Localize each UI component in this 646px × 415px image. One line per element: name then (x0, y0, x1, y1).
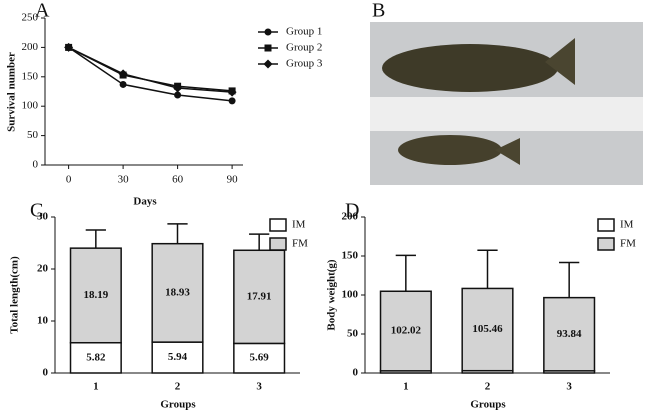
y-tick-label: 0 (33, 159, 39, 171)
y-tick-label: 20 (37, 263, 49, 275)
legend-label: IM (292, 219, 306, 231)
x-tick-label: 0 (66, 174, 72, 186)
data-label: 102.02 (391, 325, 422, 337)
data-label: 5.82 (86, 351, 106, 363)
fish (398, 135, 502, 165)
fish-tail (545, 38, 575, 85)
data-label: 18.93 (165, 286, 190, 298)
y-tick-label: 0 (353, 367, 359, 379)
marker (118, 69, 128, 79)
x-tick-label: 1 (93, 381, 99, 393)
y-tick-label: 0 (43, 367, 49, 379)
bar-segment (69, 247, 122, 344)
y-tick-label: 150 (22, 70, 39, 82)
x-tick-label: 2 (485, 381, 491, 393)
legend-label: Group 1 (286, 26, 322, 38)
data-label: 5.94 (168, 351, 188, 363)
x-tick-label: 90 (227, 174, 239, 186)
legend-label: FM (292, 238, 308, 250)
panel-label: D (345, 200, 359, 222)
y-tick-label: 200 (22, 41, 39, 53)
y-tick-label: 250 (22, 12, 39, 24)
bar-segment (233, 249, 286, 345)
marker (173, 83, 183, 93)
x-axis-label: Groups (470, 399, 506, 411)
panel-label: B (372, 0, 385, 22)
legend-label: FM (620, 238, 636, 250)
x-tick-label: 30 (118, 174, 130, 186)
data-label: 5.69 (250, 352, 270, 364)
photo (370, 22, 643, 185)
line (68, 46, 233, 102)
bar-segment (151, 242, 204, 343)
y-tick-label: 100 (22, 100, 39, 112)
x-tick-label: 3 (256, 381, 262, 393)
ruler (370, 97, 643, 131)
y-tick-label: 30 (37, 211, 49, 223)
marker (174, 91, 182, 99)
legend-label: Group 3 (286, 58, 323, 70)
y-tick-label: 10 (37, 315, 49, 327)
x-tick-label: 3 (566, 381, 572, 393)
x-tick-label: 2 (175, 381, 181, 393)
y-tick-label: 200 (342, 211, 359, 223)
marker (227, 87, 237, 97)
legend-swatch (597, 218, 615, 232)
y-tick-label: 50 (347, 328, 359, 340)
panel-label: C (30, 200, 43, 222)
x-tick-label: 60 (172, 174, 184, 186)
legend-label: IM (620, 219, 634, 231)
y-tick-label: 100 (342, 289, 359, 301)
x-tick-label: 1 (403, 381, 409, 393)
y-tick-label: 50 (27, 129, 39, 141)
bar-segment (379, 290, 432, 372)
fish-tail (495, 138, 520, 165)
data-label: 18.19 (83, 289, 108, 301)
legend-marker (264, 44, 272, 52)
legend-swatch (597, 237, 615, 251)
y-tick-label: 150 (342, 250, 359, 262)
legend-swatch (269, 237, 287, 251)
marker (119, 80, 127, 88)
legend-label: Group 2 (286, 42, 322, 54)
y-axis-label: Body weight(g) (326, 259, 338, 331)
marker (64, 42, 74, 52)
legend-marker (264, 28, 272, 36)
marker (228, 97, 236, 105)
legend-marker (263, 59, 273, 69)
line (68, 46, 233, 92)
data-label: 17.91 (247, 290, 272, 302)
bar-segment (461, 287, 514, 372)
panel-label: A (35, 0, 50, 22)
x-axis-label: Groups (160, 399, 196, 411)
data-label: 105.46 (472, 323, 503, 335)
bar-segment (543, 296, 596, 372)
y-axis-label: Survival number (6, 52, 18, 132)
fish (382, 44, 558, 92)
data-label: 93.84 (557, 328, 582, 340)
x-axis-label: Days (133, 196, 157, 208)
y-axis-label: Total length(cm) (9, 256, 21, 334)
legend-swatch (269, 218, 287, 232)
line (68, 46, 233, 93)
